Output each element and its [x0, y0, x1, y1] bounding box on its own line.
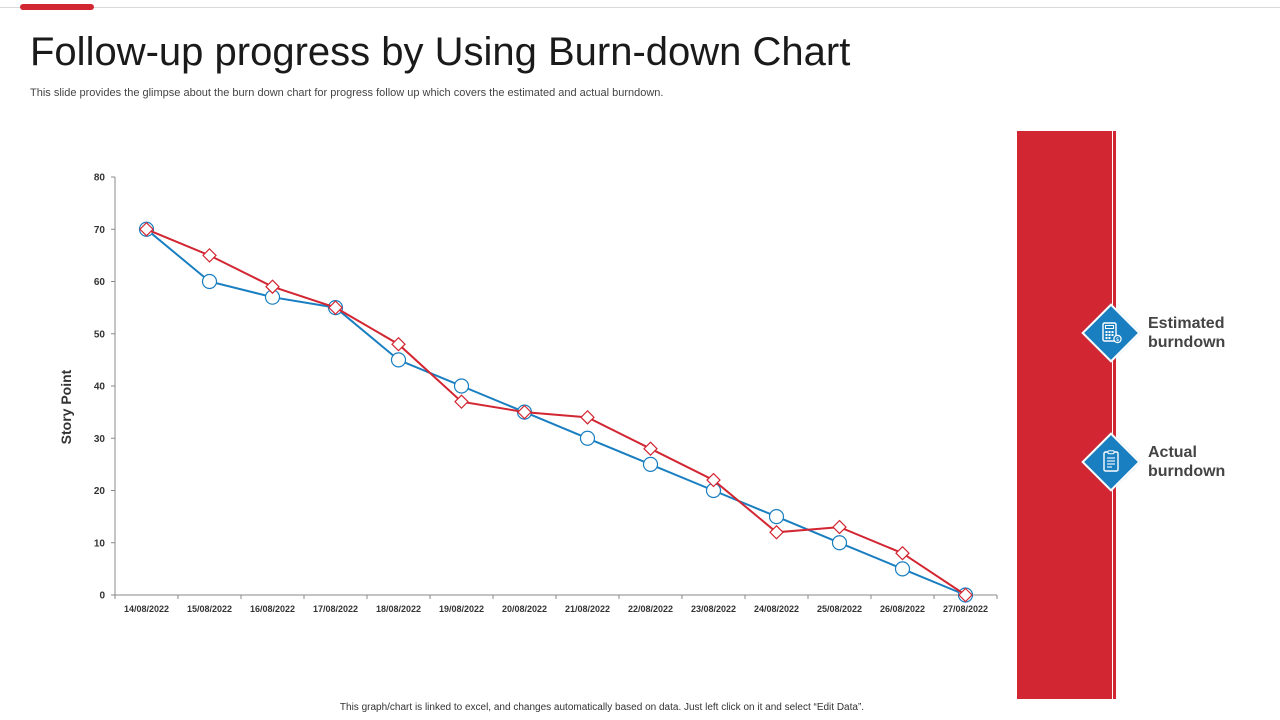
x-tick-label: 14/08/2022: [124, 604, 169, 614]
footer-note: This graph/chart is linked to excel, and…: [339, 702, 865, 713]
data-point-circle: [201, 273, 218, 290]
series-line: [146, 228, 967, 596]
legend-label-actual: Actual burndown: [1148, 443, 1268, 481]
legend-estimated-line1: Estimated: [1148, 315, 1225, 332]
data-point-diamond: [265, 279, 280, 295]
legend-item-actual: Actual burndown: [1081, 432, 1271, 492]
legend-item-estimated: $ Estimated burndown: [1081, 303, 1271, 363]
data-point-circle: [453, 378, 470, 394]
x-tick-label: 16/08/2022: [250, 604, 295, 614]
x-tick-label: 27/08/2022: [943, 604, 988, 614]
legend-actual-line2: burndown: [1148, 463, 1226, 480]
data-point-circle: [894, 561, 911, 577]
legend-label-estimated: Estimated burndown: [1148, 314, 1268, 352]
x-tick-label: 18/08/2022: [376, 604, 421, 614]
document-icon: [1103, 450, 1119, 472]
x-tick-label: 26/08/2022: [880, 604, 925, 614]
x-tick-label: 23/08/2022: [691, 604, 736, 614]
series-actual: [139, 221, 973, 603]
y-axis-label: Story Point: [58, 369, 74, 444]
side-panel: [1017, 131, 1112, 699]
data-point-diamond: [391, 336, 406, 352]
chart-series: [138, 221, 974, 603]
y-ticks: 0 10 20 30 40 50 60 70 80: [94, 173, 115, 602]
data-point-diamond: [706, 472, 721, 488]
x-ticks: 14/08/2022 15/08/2022 16/08/2022 17/08/2022…: [114, 595, 998, 614]
x-tick-label: 22/08/2022: [628, 604, 673, 614]
top-accent-bar: [20, 4, 94, 10]
top-divider: [0, 7, 1280, 8]
data-point-diamond: [139, 221, 154, 237]
page-title: Follow-up progress by Using Burn-down Ch…: [30, 30, 851, 74]
data-point-diamond: [202, 248, 217, 263]
series-estimated: [138, 221, 974, 603]
data-point-circle: [768, 509, 785, 525]
y-tick-label: 10: [94, 538, 106, 549]
data-point-circle: [642, 456, 659, 472]
x-tick-label: 17/08/2022: [313, 604, 358, 614]
data-point-circle: [831, 535, 848, 551]
data-point-diamond: [895, 545, 910, 561]
data-point-circle: [390, 352, 407, 368]
svg-text:$: $: [1116, 337, 1120, 343]
data-point-diamond: [832, 519, 847, 535]
data-point-diamond: [517, 404, 532, 420]
y-tick-label: 20: [94, 486, 106, 497]
data-point-diamond: [643, 441, 658, 457]
x-tick-label: 25/08/2022: [817, 604, 862, 614]
page-subtitle: This slide provides the glimpse about th…: [30, 87, 664, 99]
x-tick-label: 20/08/2022: [502, 604, 547, 614]
x-tick-label: 19/08/2022: [439, 604, 484, 614]
x-tick-label: 24/08/2022: [754, 604, 799, 614]
calculator-icon: $: [1102, 322, 1122, 344]
legend-actual-line1: Actual: [1148, 444, 1197, 461]
series-line: [145, 228, 966, 596]
y-tick-label: 30: [94, 434, 106, 445]
legend-estimated-line2: burndown: [1148, 334, 1226, 351]
data-point-diamond: [958, 587, 973, 603]
data-point-circle: [579, 430, 596, 446]
y-tick-label: 40: [94, 382, 106, 393]
side-panel-line: [1113, 131, 1116, 699]
data-point-diamond: [769, 524, 784, 540]
y-tick-label: 70: [94, 225, 106, 236]
data-point-diamond: [328, 300, 343, 315]
chart-axes: [114, 177, 997, 596]
y-tick-label: 50: [94, 329, 106, 340]
y-tick-label: 0: [99, 591, 105, 602]
x-tick-label: 21/08/2022: [565, 604, 610, 614]
y-tick-label: 80: [94, 173, 106, 184]
burndown-chart: 0 10 20 30 40 50 60 70 80 14/08/2022 15/08/2022 16…: [58, 173, 998, 614]
data-point-diamond: [580, 410, 595, 425]
data-point-diamond: [454, 394, 469, 410]
y-tick-label: 60: [94, 277, 106, 288]
x-tick-label: 15/08/2022: [187, 604, 232, 614]
